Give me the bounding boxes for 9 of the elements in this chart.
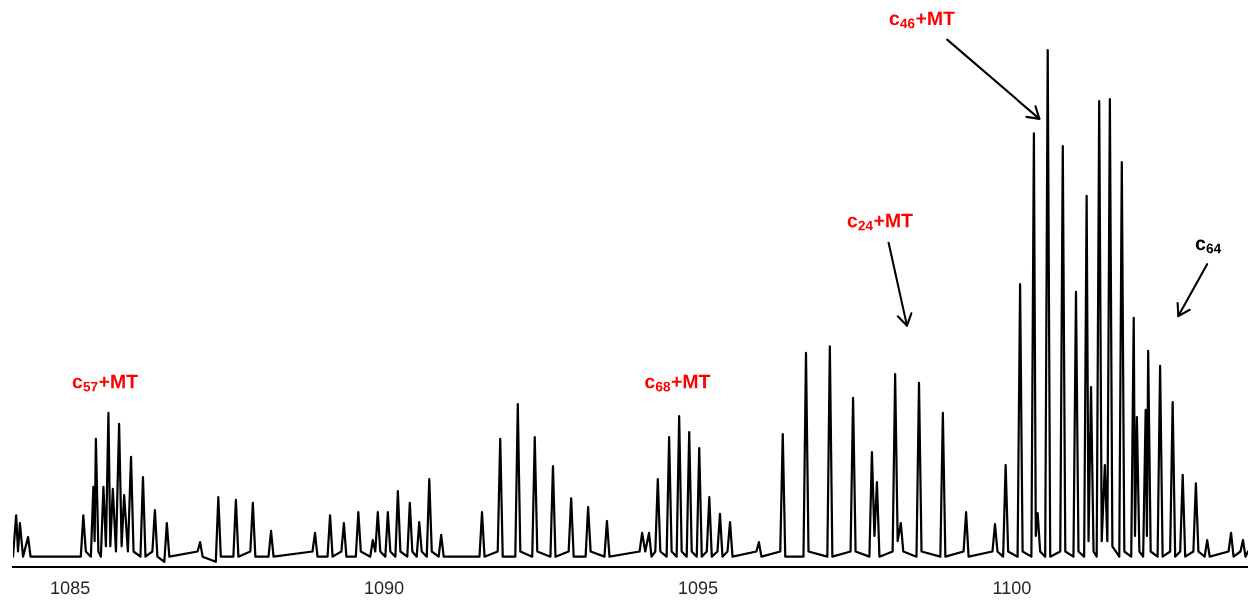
annotation: c$_{24}$+MT [847,213,913,231]
annotation: c$_{57}$+MT [72,374,138,392]
x-tick-label: 1085 [51,581,90,595]
annotation: c$_{64}$ [1195,239,1222,254]
text: c$_{46}$+MT [889,11,955,29]
x-tick-label: 1100 [993,581,1031,595]
x-tick-label: 1095 [679,581,718,595]
x-tick-label: 1090 [365,581,404,595]
annotation: c$_{68}$+MT [645,374,711,392]
